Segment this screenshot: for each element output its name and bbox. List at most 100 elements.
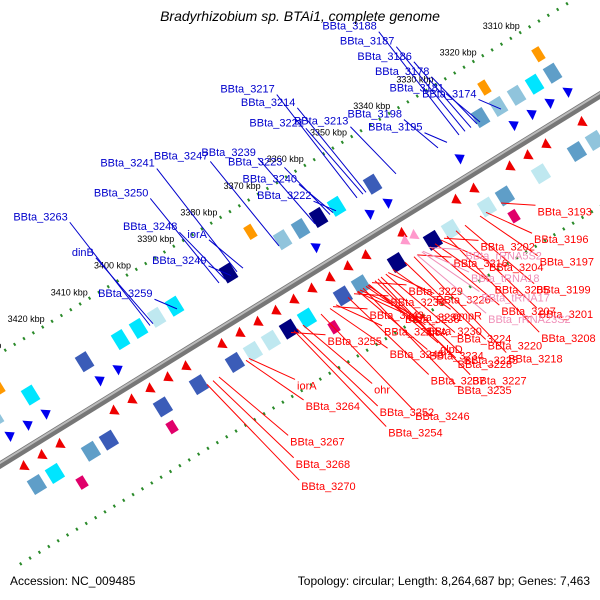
forward_labels-leader-line <box>209 161 280 247</box>
forward_labels-leader-line <box>154 298 178 310</box>
tick-label: 3380 kbp <box>180 207 217 217</box>
genome-backbone <box>0 90 600 470</box>
reverse_labels-leader-line <box>404 261 487 340</box>
forward_labels-leader-line <box>296 107 367 193</box>
reverse_labels-label: BBta_3201 <box>539 309 593 321</box>
forward_labels-label: BBta_3247 <box>154 150 208 162</box>
reverse_labels-label: BBta_3267 <box>290 436 344 448</box>
forward_labels-leader-line <box>276 94 358 199</box>
tick-label: 3340 kbp <box>353 101 390 111</box>
forward_labels-leader-line <box>208 265 232 277</box>
forward-cds-block <box>290 217 311 240</box>
forward_labels-label: BBta_3221 <box>249 117 303 129</box>
forward_labels-leader-line <box>378 31 460 136</box>
reverse-cds-block <box>188 374 210 396</box>
forward_labels-leader-line <box>403 119 439 149</box>
reverse_labels-label: BBta_3228 <box>458 359 512 371</box>
misc-feature-block <box>477 79 492 96</box>
rna_labels-leader-line <box>421 251 480 292</box>
reverse_labels-label: BBta_3246 <box>415 411 469 423</box>
reverse_labels-leader-line <box>434 243 493 284</box>
reverse_labels-leader-line <box>455 230 538 309</box>
reverse_labels-label: BBta_3225 <box>464 355 518 367</box>
forward_labels-label: BBta_3240 <box>243 173 297 185</box>
reverse_labels-label: BBta_3226 <box>436 295 490 307</box>
reverse-strand-arrow <box>505 160 516 171</box>
reverse-strand-arrow <box>577 115 588 127</box>
tick-label: 3360 kbp <box>267 154 304 164</box>
reverse_labels-leader-line <box>290 332 326 336</box>
reverse-cds-block <box>386 252 408 274</box>
forward_labels-label: BBta_3223 <box>228 156 282 168</box>
reverse_labels-label: BBta_3244 <box>384 327 438 339</box>
rna_labels-label: BBta_tRNA18 <box>471 273 539 285</box>
reverse-cds-block <box>224 351 246 373</box>
forward_labels-label: BBta_3217 <box>220 84 274 96</box>
reverse_labels-label: BBta_3208 <box>541 333 595 345</box>
forward_labels-label: BBta_3181 <box>390 83 444 95</box>
reverse_labels-label: ompR <box>453 310 482 322</box>
forward-cds-block <box>164 295 185 317</box>
reverse_labels-label: BBta_3268 <box>296 459 350 471</box>
forward-cds-block <box>272 229 293 251</box>
reverse-cds-block <box>152 396 174 418</box>
reverse-cds-block <box>80 440 102 462</box>
forward-strand-arrow <box>508 120 519 132</box>
reverse-cds-block <box>98 429 120 451</box>
reverse-strand-arrow <box>253 315 264 326</box>
forward_labels-leader-line <box>179 231 226 280</box>
forward_labels-leader-line <box>284 167 331 215</box>
map-title: Bradyrhizobium sp. BTAi1, complete genom… <box>160 8 440 24</box>
forward_labels-label: BBta_3198 <box>348 109 402 121</box>
reverse-strand-arrow <box>307 282 318 293</box>
reverse_labels-leader-line <box>332 306 368 310</box>
reverse_labels-leader-line <box>248 357 296 380</box>
forward-strand-arrow <box>526 109 537 121</box>
forward-cds-block <box>542 62 563 84</box>
reverse_labels-label: BBta_3204 <box>489 262 543 274</box>
reverse_labels-label: BBta_3196 <box>534 234 588 246</box>
misc-feature-block <box>75 475 89 490</box>
forward_labels-leader-line <box>424 132 448 143</box>
forward_labels-label: iorA <box>187 229 207 241</box>
tick-label: 3330 kbp <box>396 74 433 84</box>
reverse_labels-label: BBta_3197 <box>540 257 594 269</box>
rna_labels-label: BBta_tRNA17 <box>481 293 549 305</box>
reverse_labels-leader-line <box>245 359 304 401</box>
forward_labels-label: BBta_3263 <box>13 211 67 223</box>
tick-label: 3370 kbp <box>224 181 261 191</box>
tick-label: 3420 kbp <box>8 314 45 324</box>
forward_labels-label: BBta_3259 <box>98 288 152 300</box>
forward_labels-label: BBta_3214 <box>241 97 295 109</box>
reverse_labels-leader-line <box>293 330 387 427</box>
forward-cds-block <box>470 106 491 129</box>
reverse-strand-arrow <box>361 249 372 260</box>
reverse_labels-label: BBta_3238 <box>390 297 444 309</box>
reverse_labels-label: BBta_3243 <box>369 310 423 322</box>
reverse_labels-label: BBta_3230 <box>427 326 481 338</box>
reverse-cds-block <box>278 318 300 340</box>
forward-strand-arrow <box>22 420 33 431</box>
forward-strand-arrow <box>4 431 15 442</box>
forward_labels-label: BBta_3250 <box>94 187 148 199</box>
reverse-cds-block <box>44 462 66 484</box>
reverse_labels-label: BBta_3245 <box>390 349 444 361</box>
reverse_labels-leader-line <box>464 224 535 285</box>
reverse_labels-label: BBta_3207 <box>501 306 555 318</box>
reverse_labels-label: BBta_3264 <box>306 401 360 413</box>
genome-summary-text: Topology: circular; Length: 8,264,687 bp… <box>297 574 590 588</box>
misc-feature-block <box>0 381 6 395</box>
forward-cds-block <box>20 384 41 406</box>
reverse_labels-label: BBta_3237 <box>431 376 485 388</box>
reverse_labels-label: BBta_3255 <box>327 336 381 348</box>
forward_labels-label: BBta_3239 <box>201 147 255 159</box>
forward_labels-label: BBta_3178 <box>375 66 429 78</box>
tick-label: 3400 kbp <box>94 261 131 271</box>
reverse-strand-arrow <box>109 404 120 415</box>
reverse_labels-leader-line <box>296 328 379 407</box>
reverse_labels-label: BBta_3218 <box>508 354 562 366</box>
reverse_labels-label: BBta_3202 <box>480 241 534 253</box>
rna_labels-leader-line <box>416 254 487 314</box>
reverse_labels-label: glpD <box>440 344 463 356</box>
reverse-strand-arrow <box>37 448 48 460</box>
